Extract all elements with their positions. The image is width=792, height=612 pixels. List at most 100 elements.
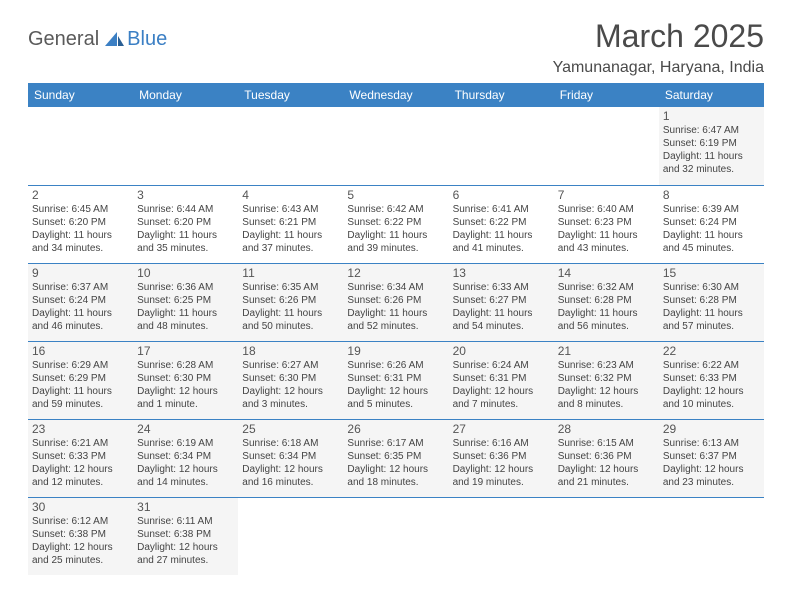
day-number: 28 [558, 422, 655, 436]
day-info: Sunrise: 6:23 AMSunset: 6:32 PMDaylight:… [558, 359, 655, 411]
calendar-empty-cell [343, 107, 448, 185]
day-info: Sunrise: 6:17 AMSunset: 6:35 PMDaylight:… [347, 437, 444, 489]
day-info: Sunrise: 6:32 AMSunset: 6:28 PMDaylight:… [558, 281, 655, 333]
calendar-day-cell: 2Sunrise: 6:45 AMSunset: 6:20 PMDaylight… [28, 185, 133, 263]
calendar-day-cell: 25Sunrise: 6:18 AMSunset: 6:34 PMDayligh… [238, 419, 343, 497]
sunset-line: Sunset: 6:30 PM [137, 372, 234, 385]
sunrise-line: Sunrise: 6:40 AM [558, 203, 655, 216]
daylight-line: Daylight: 11 hours and 37 minutes. [242, 229, 339, 255]
daylight-line: Daylight: 11 hours and 54 minutes. [453, 307, 550, 333]
calendar-day-cell: 9Sunrise: 6:37 AMSunset: 6:24 PMDaylight… [28, 263, 133, 341]
calendar-day-cell: 1Sunrise: 6:47 AMSunset: 6:19 PMDaylight… [659, 107, 764, 185]
day-number: 7 [558, 188, 655, 202]
daylight-line: Daylight: 11 hours and 52 minutes. [347, 307, 444, 333]
calendar-row: 23Sunrise: 6:21 AMSunset: 6:33 PMDayligh… [28, 419, 764, 497]
day-number: 24 [137, 422, 234, 436]
day-number: 27 [453, 422, 550, 436]
day-number: 31 [137, 500, 234, 514]
sunrise-line: Sunrise: 6:44 AM [137, 203, 234, 216]
calendar-row: 9Sunrise: 6:37 AMSunset: 6:24 PMDaylight… [28, 263, 764, 341]
day-info: Sunrise: 6:11 AMSunset: 6:38 PMDaylight:… [137, 515, 234, 567]
sunrise-line: Sunrise: 6:26 AM [347, 359, 444, 372]
weekday-header: Saturday [659, 83, 764, 107]
day-number: 12 [347, 266, 444, 280]
calendar-day-cell: 18Sunrise: 6:27 AMSunset: 6:30 PMDayligh… [238, 341, 343, 419]
sunset-line: Sunset: 6:24 PM [32, 294, 129, 307]
calendar-day-cell: 10Sunrise: 6:36 AMSunset: 6:25 PMDayligh… [133, 263, 238, 341]
sunset-line: Sunset: 6:34 PM [137, 450, 234, 463]
daylight-line: Daylight: 12 hours and 14 minutes. [137, 463, 234, 489]
sunrise-line: Sunrise: 6:23 AM [558, 359, 655, 372]
sunrise-line: Sunrise: 6:22 AM [663, 359, 760, 372]
day-info: Sunrise: 6:16 AMSunset: 6:36 PMDaylight:… [453, 437, 550, 489]
sunrise-line: Sunrise: 6:17 AM [347, 437, 444, 450]
calendar-empty-cell [238, 497, 343, 575]
daylight-line: Daylight: 12 hours and 19 minutes. [453, 463, 550, 489]
day-info: Sunrise: 6:27 AMSunset: 6:30 PMDaylight:… [242, 359, 339, 411]
sunrise-line: Sunrise: 6:11 AM [137, 515, 234, 528]
day-info: Sunrise: 6:33 AMSunset: 6:27 PMDaylight:… [453, 281, 550, 333]
sunrise-line: Sunrise: 6:47 AM [663, 124, 760, 137]
calendar-empty-cell [659, 497, 764, 575]
logo-sail-icon [103, 30, 125, 50]
sunset-line: Sunset: 6:20 PM [32, 216, 129, 229]
daylight-line: Daylight: 12 hours and 1 minute. [137, 385, 234, 411]
daylight-line: Daylight: 12 hours and 5 minutes. [347, 385, 444, 411]
calendar-row: 1Sunrise: 6:47 AMSunset: 6:19 PMDaylight… [28, 107, 764, 185]
daylight-line: Daylight: 12 hours and 23 minutes. [663, 463, 760, 489]
sunset-line: Sunset: 6:28 PM [663, 294, 760, 307]
day-info: Sunrise: 6:34 AMSunset: 6:26 PMDaylight:… [347, 281, 444, 333]
calendar-empty-cell [449, 107, 554, 185]
calendar-day-cell: 20Sunrise: 6:24 AMSunset: 6:31 PMDayligh… [449, 341, 554, 419]
weekday-header: Tuesday [238, 83, 343, 107]
day-number: 30 [32, 500, 129, 514]
sunset-line: Sunset: 6:31 PM [347, 372, 444, 385]
calendar-day-cell: 24Sunrise: 6:19 AMSunset: 6:34 PMDayligh… [133, 419, 238, 497]
day-info: Sunrise: 6:29 AMSunset: 6:29 PMDaylight:… [32, 359, 129, 411]
day-number: 16 [32, 344, 129, 358]
day-number: 4 [242, 188, 339, 202]
calendar-day-cell: 22Sunrise: 6:22 AMSunset: 6:33 PMDayligh… [659, 341, 764, 419]
day-info: Sunrise: 6:15 AMSunset: 6:36 PMDaylight:… [558, 437, 655, 489]
day-info: Sunrise: 6:12 AMSunset: 6:38 PMDaylight:… [32, 515, 129, 567]
daylight-line: Daylight: 11 hours and 32 minutes. [663, 150, 760, 176]
sunrise-line: Sunrise: 6:16 AM [453, 437, 550, 450]
sunrise-line: Sunrise: 6:37 AM [32, 281, 129, 294]
calendar-day-cell: 13Sunrise: 6:33 AMSunset: 6:27 PMDayligh… [449, 263, 554, 341]
calendar-day-cell: 17Sunrise: 6:28 AMSunset: 6:30 PMDayligh… [133, 341, 238, 419]
calendar-day-cell: 3Sunrise: 6:44 AMSunset: 6:20 PMDaylight… [133, 185, 238, 263]
sunrise-line: Sunrise: 6:34 AM [347, 281, 444, 294]
daylight-line: Daylight: 11 hours and 45 minutes. [663, 229, 760, 255]
sunrise-line: Sunrise: 6:30 AM [663, 281, 760, 294]
daylight-line: Daylight: 12 hours and 12 minutes. [32, 463, 129, 489]
sunrise-line: Sunrise: 6:42 AM [347, 203, 444, 216]
sunset-line: Sunset: 6:22 PM [453, 216, 550, 229]
sunset-line: Sunset: 6:25 PM [137, 294, 234, 307]
sunrise-line: Sunrise: 6:36 AM [137, 281, 234, 294]
calendar-day-cell: 30Sunrise: 6:12 AMSunset: 6:38 PMDayligh… [28, 497, 133, 575]
day-info: Sunrise: 6:47 AMSunset: 6:19 PMDaylight:… [663, 124, 760, 176]
day-info: Sunrise: 6:41 AMSunset: 6:22 PMDaylight:… [453, 203, 550, 255]
day-number: 26 [347, 422, 444, 436]
daylight-line: Daylight: 11 hours and 46 minutes. [32, 307, 129, 333]
sunrise-line: Sunrise: 6:45 AM [32, 203, 129, 216]
day-number: 18 [242, 344, 339, 358]
daylight-line: Daylight: 11 hours and 39 minutes. [347, 229, 444, 255]
sunset-line: Sunset: 6:34 PM [242, 450, 339, 463]
day-info: Sunrise: 6:42 AMSunset: 6:22 PMDaylight:… [347, 203, 444, 255]
day-info: Sunrise: 6:30 AMSunset: 6:28 PMDaylight:… [663, 281, 760, 333]
sunset-line: Sunset: 6:26 PM [242, 294, 339, 307]
weekday-header: Thursday [449, 83, 554, 107]
calendar-body: 1Sunrise: 6:47 AMSunset: 6:19 PMDaylight… [28, 107, 764, 575]
weekday-header: Sunday [28, 83, 133, 107]
sunrise-line: Sunrise: 6:19 AM [137, 437, 234, 450]
calendar-day-cell: 7Sunrise: 6:40 AMSunset: 6:23 PMDaylight… [554, 185, 659, 263]
sunrise-line: Sunrise: 6:43 AM [242, 203, 339, 216]
sunrise-line: Sunrise: 6:39 AM [663, 203, 760, 216]
calendar-table: SundayMondayTuesdayWednesdayThursdayFrid… [28, 83, 764, 575]
weekday-header: Friday [554, 83, 659, 107]
day-info: Sunrise: 6:22 AMSunset: 6:33 PMDaylight:… [663, 359, 760, 411]
header: General Blue March 2025 Yamunanagar, Har… [28, 18, 764, 77]
calendar-day-cell: 15Sunrise: 6:30 AMSunset: 6:28 PMDayligh… [659, 263, 764, 341]
day-number: 21 [558, 344, 655, 358]
